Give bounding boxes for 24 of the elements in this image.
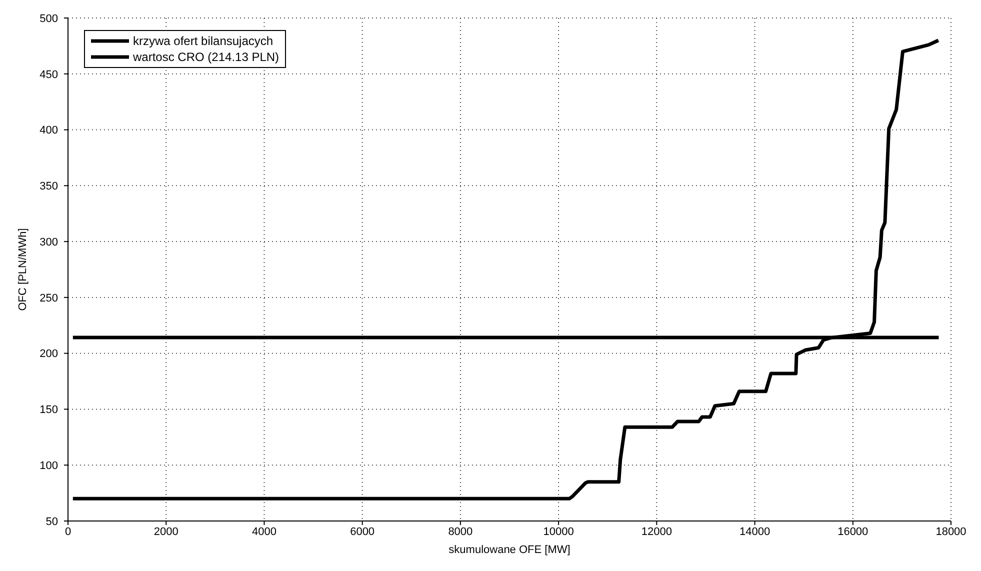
y-tick-label: 300 [40,236,58,248]
x-axis-title: skumulowane OFE [MW] [448,544,570,556]
y-tick-label: 350 [40,180,58,193]
x-tick-label: 2000 [154,526,178,538]
x-tick-label: 12000 [641,526,672,538]
x-tick-label: 18000 [936,526,966,538]
x-tick-label: 14000 [739,526,770,538]
x-tick-label: 0 [64,526,72,538]
y-tick-label: 50 [46,516,58,528]
legend-label: krzywa ofert bilansujacych [133,33,274,49]
y-tick-label: 150 [40,404,58,416]
y-tick-label: 100 [40,460,58,472]
y-tick-label: 400 [40,124,58,137]
x-tick-label: 10000 [543,526,574,538]
y-tick-label: 450 [40,68,58,81]
legend-label: wartosc CRO (214.13 PLN) [133,49,280,65]
x-tick-label: 6000 [350,526,375,538]
y-tick-label: 200 [40,348,58,360]
x-tick-label: 4000 [252,526,276,538]
x-tick-label: 16000 [838,526,868,538]
y-tick-label: 500 [40,12,58,25]
y-axis-title: OFC [PLN/MWh] [16,228,29,311]
y-tick-label: 250 [40,292,58,304]
x-tick-label: 8000 [448,526,473,538]
